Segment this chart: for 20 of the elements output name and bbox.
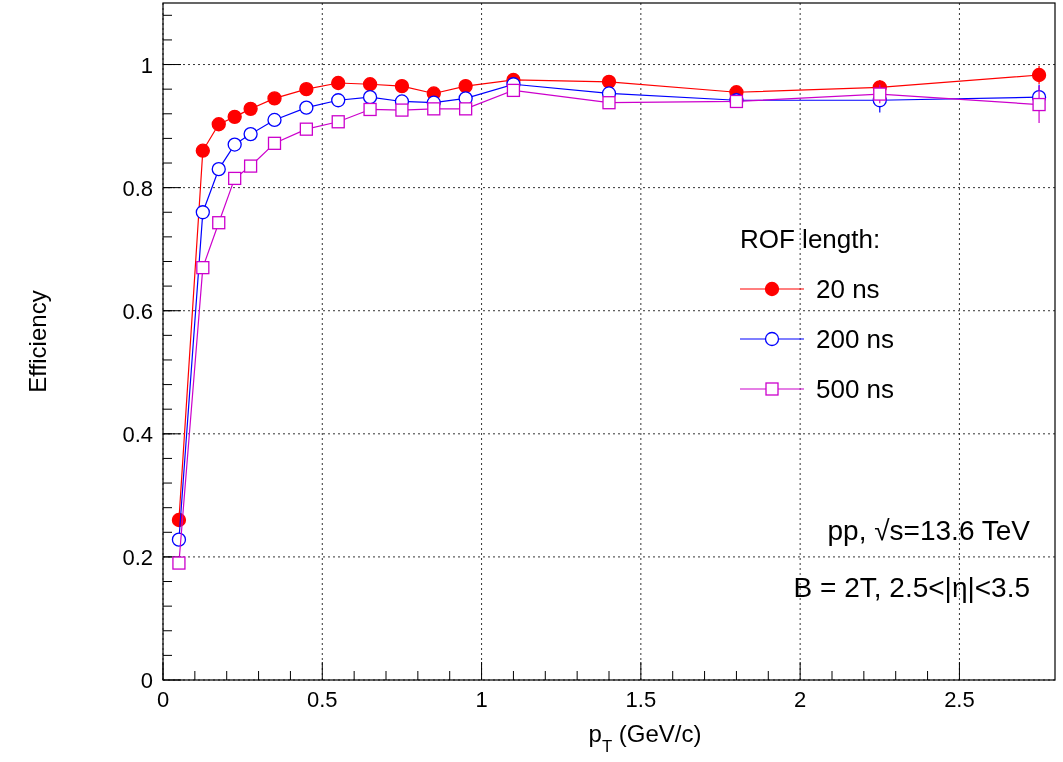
legend-label: 20 ns xyxy=(816,274,880,304)
y-tick-label: 0.4 xyxy=(122,421,153,447)
y-axis-title: Efficiency xyxy=(24,290,51,393)
annotation: pp, √s=13.6 TeV xyxy=(827,515,1031,546)
legend-title: ROF length: xyxy=(740,224,881,254)
x-axis-title: p$_{T}$ (GeV/c) xyxy=(588,720,702,756)
x-tick-label: 0 xyxy=(156,687,170,712)
x-tick-label: 1 xyxy=(475,687,488,712)
y-tick-label: 0 xyxy=(140,668,153,693)
x-tick-label: 1.5 xyxy=(625,687,657,712)
x-tick-label: 2 xyxy=(794,687,807,712)
y-tick-label: 0.6 xyxy=(122,298,153,324)
legend-label: 200 ns xyxy=(816,324,895,354)
y-tick-label: 0.8 xyxy=(122,175,153,201)
y-tick-label: 1 xyxy=(140,52,153,78)
x-tick-label: 2.5 xyxy=(944,687,975,712)
x-tick-label: 0.5 xyxy=(306,687,338,712)
y-tick-label: 0.2 xyxy=(122,544,153,570)
legend-label: 500 ns xyxy=(816,374,895,404)
annotation: B = 2T, 2.5<|η|<3.5 xyxy=(793,572,1030,603)
